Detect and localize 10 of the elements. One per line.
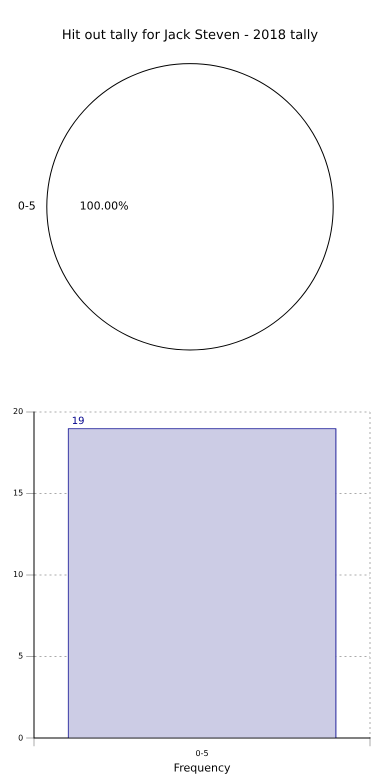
chart-title: Hit out tally for Jack Steven - 2018 tally (62, 28, 318, 44)
x-axis-title: Frequency (174, 761, 231, 774)
y-tick-label: 0 (18, 733, 24, 742)
y-tick-label: 20 (12, 407, 24, 416)
slice-label: 0-5 (18, 200, 36, 213)
y-tick-label: 5 (18, 652, 24, 661)
data-label: 100.00% (80, 200, 129, 213)
data-label: 19 (72, 416, 84, 427)
y-tick-label: 10 (12, 570, 24, 580)
y-tick-label: 15 (12, 488, 24, 498)
